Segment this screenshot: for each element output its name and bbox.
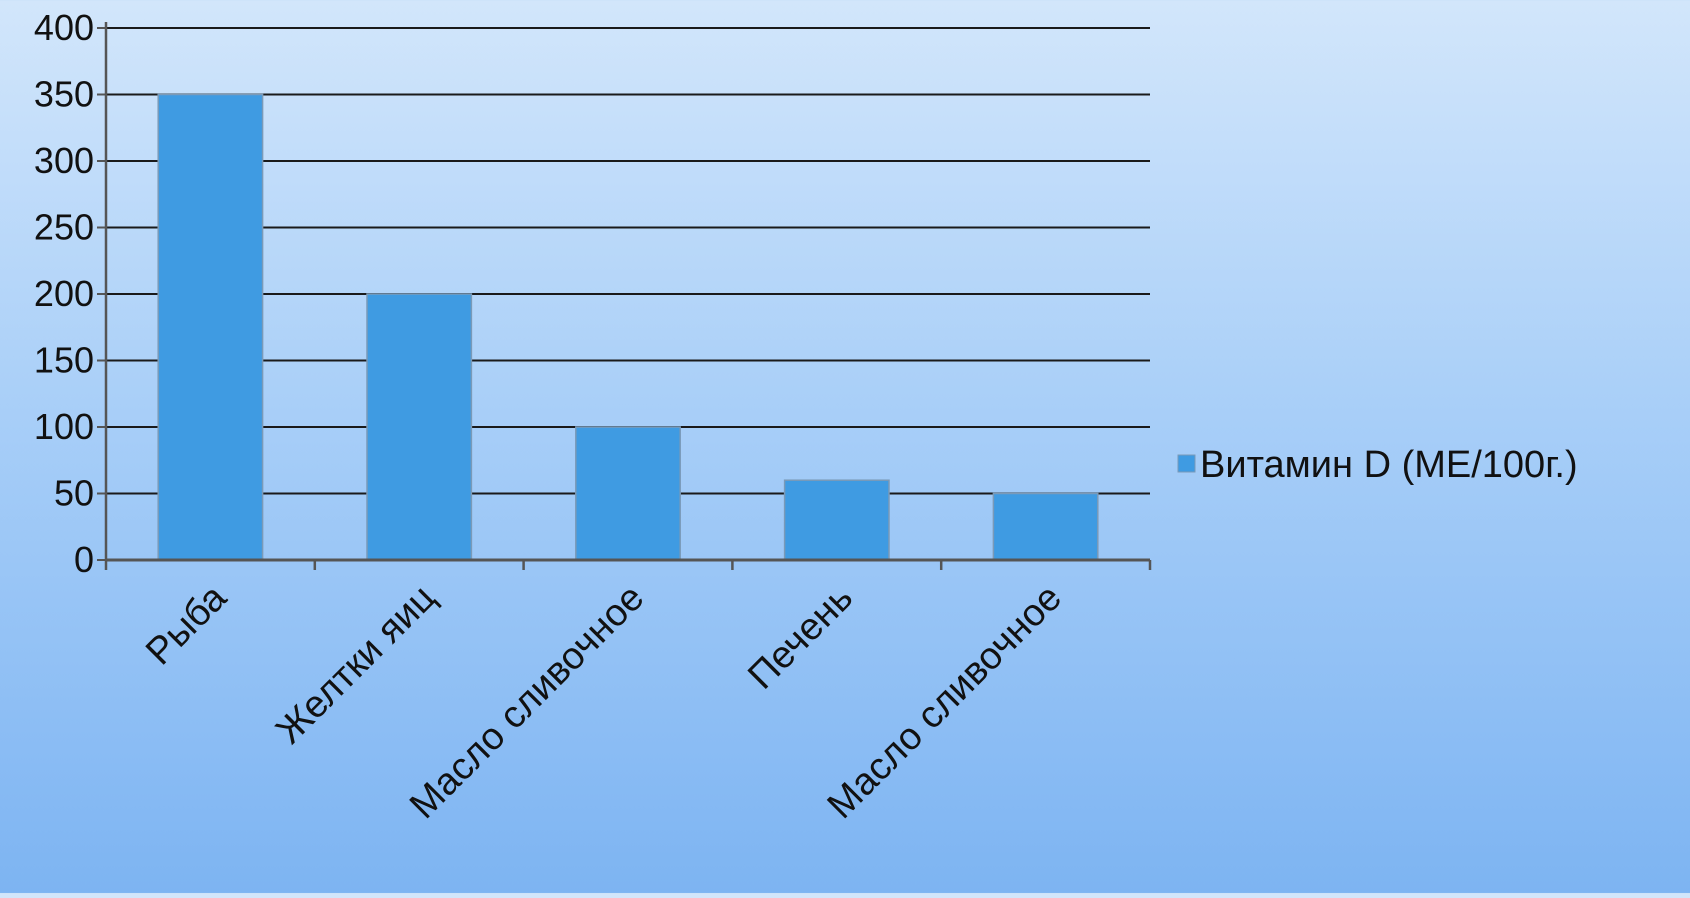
- y-tick-label: 350: [34, 74, 94, 115]
- bars: [157, 93, 1099, 561]
- y-tick-label: 200: [34, 273, 94, 314]
- axes: [97, 22, 1152, 570]
- y-tick-label: 400: [34, 7, 94, 48]
- gridlines: [106, 27, 1150, 495]
- x-category-label: Рыба: [138, 576, 235, 673]
- legend: Витамин D (МЕ/100г.): [1177, 444, 1578, 486]
- bar: [783, 479, 890, 561]
- x-category-label: Желтки яиц: [268, 577, 443, 752]
- y-tick-label: 150: [34, 340, 94, 381]
- y-tick-label: 250: [34, 207, 94, 248]
- x-category-label: Масло сливочное: [820, 577, 1070, 827]
- bar: [575, 426, 681, 561]
- bar: [366, 293, 473, 561]
- y-tick-label: 50: [54, 473, 94, 514]
- legend-swatch: [1177, 454, 1196, 473]
- bar: [992, 492, 1099, 561]
- y-tick-label: 300: [34, 140, 94, 181]
- legend-label: Витамин D (МЕ/100г.): [1200, 444, 1578, 486]
- y-tick-label: 0: [74, 539, 94, 580]
- bar: [157, 93, 264, 561]
- x-category-label: Печень: [740, 577, 861, 698]
- y-tick-labels: 0 50 100 150 200 250 300 350 400: [34, 7, 94, 580]
- y-tick-label: 100: [34, 406, 94, 447]
- x-category-label: Масло сливочное: [402, 577, 652, 827]
